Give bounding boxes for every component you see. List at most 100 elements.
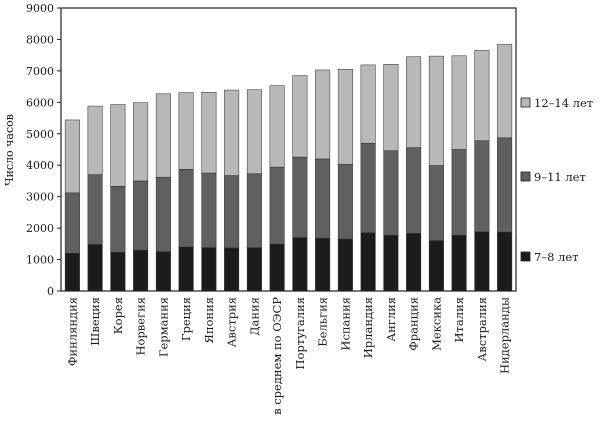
category-label: Австралия (475, 297, 489, 361)
bar-segment (155, 93, 171, 178)
bar-segment (87, 174, 103, 245)
y-tick-label: 1000 (26, 254, 54, 267)
bar-segment (269, 85, 285, 168)
bar-segment (360, 64, 376, 144)
bar-segment (315, 158, 331, 239)
bar-segment (383, 150, 399, 236)
bar-segment (383, 64, 399, 152)
category-label: Корея (111, 297, 125, 334)
bar-segment (474, 231, 490, 292)
bar-segment (110, 252, 126, 292)
bar-segment (406, 56, 422, 148)
bar-segment (133, 180, 149, 251)
category-label: Греция (179, 297, 193, 341)
bar-segment (155, 251, 171, 292)
category-label: Дания (247, 297, 261, 336)
y-tick-label: 6000 (26, 96, 54, 109)
bar-segment (133, 249, 149, 292)
bar-segment (178, 246, 194, 292)
bar-segment (269, 166, 285, 245)
y-tick-label: 7000 (26, 65, 54, 78)
bar-segment (110, 104, 126, 187)
bar-segment (428, 165, 444, 241)
bar-segment (224, 89, 240, 176)
category-label: Швеция (88, 297, 102, 346)
plot-frame (60, 7, 517, 292)
y-axis-title: Число часов (3, 114, 16, 186)
bar-segment (315, 69, 331, 160)
bar-segment (292, 156, 308, 238)
legend-label: 9–11 лет (534, 170, 586, 184)
bar-segment (87, 244, 103, 292)
bar-segment (337, 238, 353, 292)
bar-segment (224, 247, 240, 292)
bar-segment (64, 253, 80, 292)
bar-segment (201, 247, 217, 292)
bar-segment (497, 44, 513, 139)
bar-segment (451, 55, 467, 150)
bar-segment (451, 149, 467, 236)
y-tick-label: 4000 (26, 159, 54, 172)
bar-segment (383, 235, 399, 292)
category-label: Португалия (293, 297, 307, 370)
category-label: Финляндия (65, 297, 79, 366)
category-label: в среднем по ОЭСР (270, 297, 284, 415)
bar-segment (133, 102, 149, 182)
category-label: Ирландия (361, 297, 375, 358)
bar-segment (292, 75, 308, 158)
bar-segment (64, 192, 80, 254)
bar-segment (360, 232, 376, 292)
category-label: Франция (407, 297, 421, 351)
bar-segment (406, 147, 422, 234)
legend-label: 12–14 лет (534, 96, 593, 110)
bar-segment (406, 233, 422, 292)
bar-segment (315, 237, 331, 292)
bar-segment (155, 176, 171, 252)
category-label: Австрия (225, 297, 239, 347)
y-tick-label: 8000 (26, 33, 54, 46)
bar-segment (337, 69, 353, 165)
category-label: Норвегия (134, 297, 148, 356)
bar-segment (474, 50, 490, 141)
category-label: Бельгия (316, 297, 330, 347)
bar-segment (269, 243, 285, 292)
category-label: Япония (202, 297, 216, 343)
bar-segment (497, 231, 513, 292)
y-tick-label: 9000 (26, 2, 54, 15)
bar-segment (224, 175, 240, 249)
bar-segment (201, 92, 217, 174)
bar-segment (428, 55, 444, 166)
bar-segment (246, 89, 262, 174)
category-label: Германия (156, 297, 170, 357)
y-tick-label: 5000 (26, 128, 54, 141)
bar-segment (64, 119, 80, 194)
y-tick-label: 3000 (26, 191, 54, 204)
bars (64, 44, 513, 292)
bar-segment (474, 140, 490, 233)
bar-segment (451, 235, 467, 292)
bar-segment (178, 169, 194, 248)
legend-label: 7–8 лет (534, 250, 579, 264)
y-tick-label: 0 (47, 285, 54, 298)
bar-segment (201, 172, 217, 248)
y-tick-label: 2000 (26, 222, 54, 235)
category-label: Англия (384, 297, 398, 342)
bar-segment (360, 142, 376, 234)
bar-segment (246, 173, 262, 248)
legend-swatch (520, 97, 531, 108)
bar-segment (337, 164, 353, 240)
category-label: Италия (452, 297, 466, 342)
legend-swatch (520, 251, 531, 262)
category-label: Испания (338, 297, 352, 351)
category-labels: Финляндия Швеция Корея Норвегия Германия Грец… (65, 297, 511, 415)
bar-segment (497, 137, 513, 233)
legend-swatch (520, 171, 531, 182)
bar-segment (292, 237, 308, 292)
bar-segment (246, 247, 262, 292)
bar-segment (110, 186, 126, 253)
bar-segment (428, 240, 444, 292)
category-label: Нидерланды (498, 297, 512, 374)
bar-segment (178, 92, 194, 170)
legend: 12–14 лет 9–11 лет 7–8 лет (520, 96, 593, 264)
